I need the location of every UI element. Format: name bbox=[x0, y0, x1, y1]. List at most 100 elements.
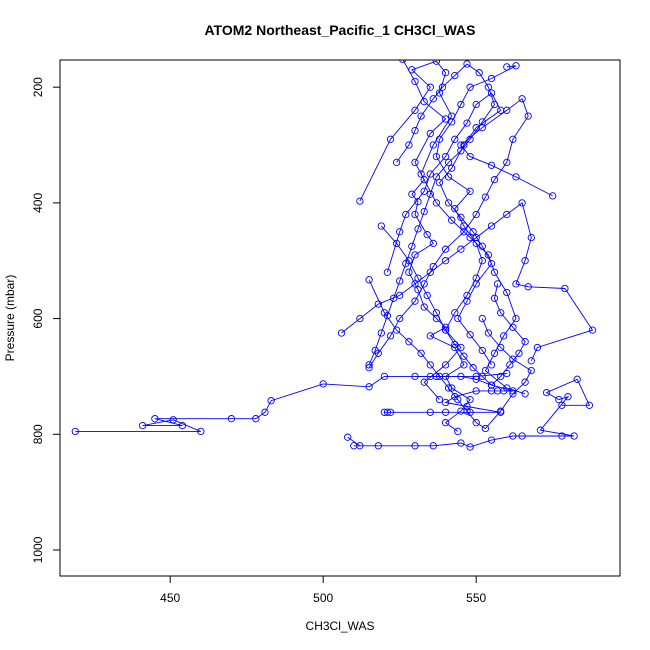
data-point bbox=[408, 242, 416, 250]
data-point bbox=[481, 193, 490, 201]
data-point bbox=[435, 395, 444, 404]
data-point bbox=[457, 141, 465, 149]
data-point bbox=[435, 89, 444, 97]
data-point bbox=[469, 364, 477, 372]
data-point bbox=[466, 187, 474, 195]
data-point bbox=[472, 387, 480, 395]
data-point bbox=[588, 326, 597, 334]
series-line bbox=[402, 60, 471, 432]
plot-frame bbox=[59, 59, 621, 577]
data-point bbox=[386, 135, 395, 143]
data-point bbox=[414, 225, 422, 233]
data-point bbox=[521, 390, 529, 398]
data-point bbox=[383, 312, 392, 320]
data-point bbox=[524, 283, 532, 291]
data-point bbox=[466, 83, 474, 91]
data-point bbox=[426, 408, 434, 416]
series-11 bbox=[377, 222, 529, 389]
data-point bbox=[503, 158, 511, 167]
data-point bbox=[383, 268, 392, 276]
data-point bbox=[405, 338, 413, 346]
data-point bbox=[481, 366, 490, 375]
data-point bbox=[429, 442, 437, 450]
data-point bbox=[457, 147, 465, 155]
data-point bbox=[426, 268, 434, 276]
data-point bbox=[432, 309, 441, 317]
data-point bbox=[405, 268, 413, 276]
y-tick-label: 400 bbox=[31, 193, 45, 213]
data-point bbox=[466, 135, 474, 143]
data-point bbox=[460, 361, 468, 369]
data-point bbox=[444, 158, 453, 167]
data-point bbox=[487, 161, 496, 169]
data-point bbox=[405, 141, 413, 149]
series-6 bbox=[383, 89, 505, 369]
data-point bbox=[356, 314, 364, 323]
data-point bbox=[509, 432, 517, 440]
data-point bbox=[561, 284, 569, 293]
data-point bbox=[466, 395, 474, 404]
data-point bbox=[448, 216, 456, 224]
data-point bbox=[411, 126, 419, 135]
data-point bbox=[503, 210, 511, 219]
data-point bbox=[408, 66, 416, 74]
data-point bbox=[319, 380, 327, 388]
data-point bbox=[374, 442, 382, 450]
data-point bbox=[432, 152, 441, 161]
data-point bbox=[573, 375, 581, 383]
y-tick-label: 600 bbox=[31, 308, 45, 328]
data-point bbox=[435, 135, 444, 143]
data-point bbox=[487, 222, 496, 230]
data-point bbox=[558, 401, 566, 409]
data-point bbox=[509, 135, 517, 143]
data-point bbox=[441, 408, 450, 416]
data-point bbox=[396, 228, 404, 236]
data-point bbox=[365, 361, 373, 369]
series-layer bbox=[71, 60, 597, 451]
data-point bbox=[356, 197, 364, 205]
data-point bbox=[380, 372, 389, 381]
data-point bbox=[451, 135, 459, 143]
data-point bbox=[490, 294, 499, 302]
data-point bbox=[411, 251, 419, 259]
data-point bbox=[227, 415, 236, 423]
data-point bbox=[524, 112, 532, 120]
data-point bbox=[460, 352, 468, 360]
data-point bbox=[503, 384, 511, 392]
data-point bbox=[420, 207, 428, 216]
data-point bbox=[457, 343, 465, 352]
series-1 bbox=[344, 375, 594, 451]
data-point bbox=[518, 199, 526, 207]
data-point bbox=[411, 372, 419, 381]
data-point bbox=[411, 106, 419, 114]
data-point bbox=[509, 355, 517, 363]
data-point bbox=[396, 291, 404, 300]
data-point bbox=[493, 280, 502, 288]
data-point bbox=[435, 372, 444, 381]
data-point bbox=[420, 378, 428, 386]
data-point bbox=[555, 395, 563, 404]
data-point bbox=[536, 426, 545, 434]
data-point bbox=[337, 329, 346, 337]
data-point bbox=[490, 100, 499, 109]
series-line bbox=[359, 60, 526, 395]
data-point bbox=[365, 276, 373, 284]
data-point bbox=[420, 303, 428, 311]
data-point bbox=[426, 129, 434, 138]
data-point bbox=[441, 257, 450, 265]
series-0 bbox=[71, 369, 511, 436]
data-point bbox=[197, 427, 205, 436]
data-point bbox=[509, 323, 517, 331]
data-point bbox=[472, 280, 480, 288]
series-line bbox=[368, 279, 532, 430]
data-point bbox=[444, 173, 453, 181]
data-point bbox=[497, 309, 505, 317]
data-point bbox=[429, 239, 437, 248]
data-point bbox=[585, 401, 594, 409]
data-point bbox=[138, 421, 147, 430]
data-point bbox=[399, 60, 407, 64]
series-line bbox=[368, 63, 496, 366]
data-point bbox=[478, 118, 486, 126]
data-point bbox=[460, 222, 468, 230]
